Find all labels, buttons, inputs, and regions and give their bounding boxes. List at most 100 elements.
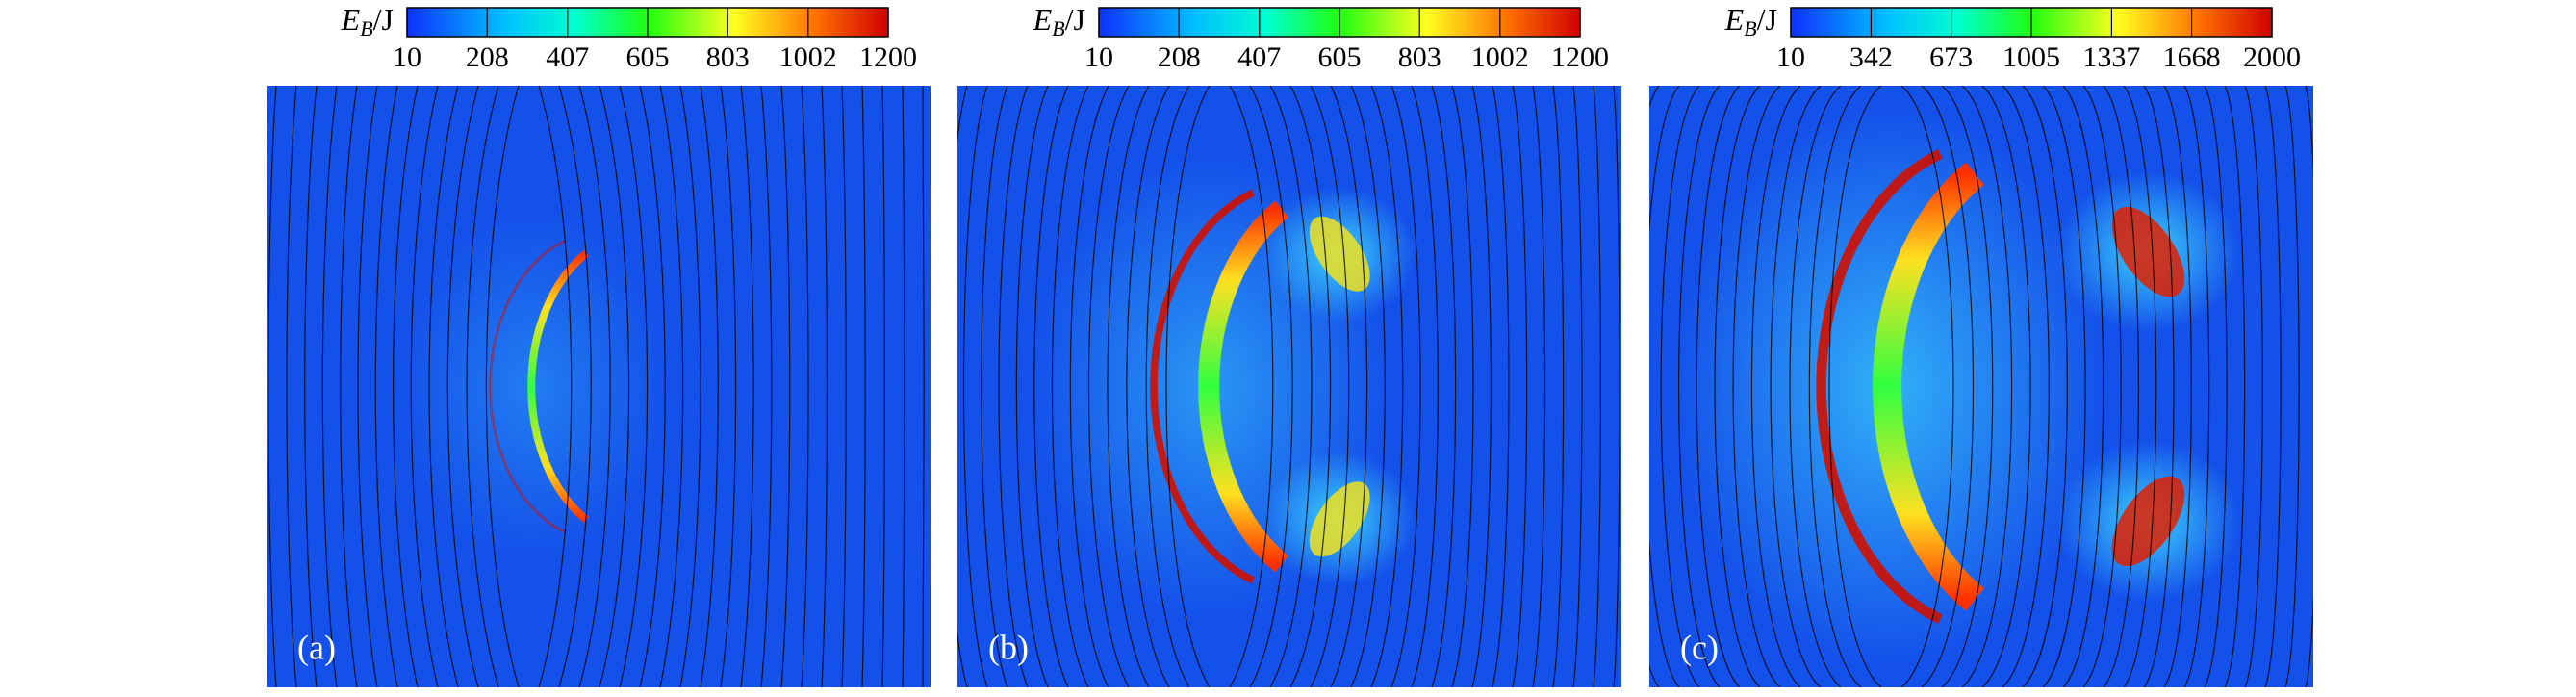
symbol: E xyxy=(1033,2,1053,37)
streamline xyxy=(1269,86,1313,687)
streamline xyxy=(679,86,701,687)
colorbar-tick-label: 407 xyxy=(546,41,589,73)
shock-core xyxy=(488,240,566,533)
colorbar-tick-label: 208 xyxy=(1158,41,1201,73)
colorbar-tick-label: 10 xyxy=(393,41,421,73)
streamline xyxy=(2022,86,2068,687)
streamline xyxy=(1126,86,1170,687)
streamline xyxy=(740,86,754,687)
colorbar-tick-label: 407 xyxy=(1237,41,1281,73)
streamline xyxy=(2163,86,2192,687)
streamline xyxy=(410,86,439,687)
symbol: E xyxy=(341,2,361,37)
colorbar-tick-label: 10 xyxy=(1776,41,1805,73)
streamline xyxy=(1660,86,1700,687)
streamline xyxy=(1961,86,2013,687)
shock-front xyxy=(527,250,589,523)
streamline xyxy=(2123,86,2157,687)
panel: EB/J10 208 407 605 803 1002 1200(b) xyxy=(957,2,1621,687)
streamline xyxy=(1789,86,1842,687)
streamline xyxy=(2305,86,2313,687)
streamline xyxy=(578,86,611,687)
streamline xyxy=(286,86,297,687)
streamline xyxy=(428,86,459,687)
streamline xyxy=(466,86,499,687)
streamline xyxy=(780,86,791,687)
panel: EB/J10 342 673 1005 1337 1668 2000(c) xyxy=(1649,2,2313,687)
streamline xyxy=(1613,86,1620,687)
shock-core xyxy=(1150,189,1255,584)
streamline xyxy=(1249,86,1293,687)
streamline xyxy=(2103,86,2140,687)
streamline xyxy=(1069,86,1109,687)
streamline xyxy=(801,86,809,687)
streamline xyxy=(2284,86,2300,687)
streamline xyxy=(2082,86,2122,687)
colorbar-title: EB/J xyxy=(341,2,394,40)
streamline xyxy=(760,86,773,687)
streamline xyxy=(922,86,925,687)
streamline xyxy=(1330,86,1368,687)
streamline xyxy=(1229,86,1274,687)
streamline xyxy=(619,86,649,687)
streamline xyxy=(2062,86,2104,687)
streamline xyxy=(1828,86,1882,687)
streamline xyxy=(902,86,905,687)
shock-front xyxy=(1198,200,1289,573)
streamline xyxy=(2042,86,2086,687)
streamline xyxy=(1350,86,1386,687)
streamline xyxy=(2264,86,2282,687)
shock-front xyxy=(1873,162,1984,611)
colorbar-tick-label: 1668 xyxy=(2163,41,2221,73)
colorbar-tick-label: 605 xyxy=(1318,41,1362,73)
streamline xyxy=(1921,86,1975,687)
streamline xyxy=(881,86,885,687)
streamline xyxy=(558,86,592,687)
lobe xyxy=(1309,481,1370,557)
lobe xyxy=(2111,476,2185,567)
panel: EB/J10 208 407 605 803 1002 1200(a) xyxy=(267,2,931,687)
streamline xyxy=(2224,86,2246,687)
colorbar-tick-label: 1200 xyxy=(859,41,917,73)
streamline xyxy=(720,86,737,687)
lobe xyxy=(2111,206,2185,297)
streamline xyxy=(1033,86,1069,687)
streamline xyxy=(700,86,719,687)
subscript: B xyxy=(1744,16,1756,40)
field xyxy=(957,86,1621,687)
streamline xyxy=(1750,86,1801,687)
colorbar-tick-label: 10 xyxy=(1084,41,1113,73)
streamline xyxy=(841,86,847,687)
lobe xyxy=(1309,216,1370,292)
streamline xyxy=(1015,86,1049,687)
streamline xyxy=(1145,86,1190,687)
streamline xyxy=(340,86,358,687)
streamline xyxy=(2143,86,2175,687)
shock-core xyxy=(1816,149,1943,624)
panel-label: (c) xyxy=(1680,628,1719,666)
streamline xyxy=(485,86,520,687)
colorbar-tick-label: 208 xyxy=(466,41,509,73)
streamline xyxy=(1310,86,1350,687)
suffix: /J xyxy=(1065,2,1085,37)
suffix: /J xyxy=(373,2,394,37)
colorbar-tick-label: 1005 xyxy=(2002,41,2060,73)
streamline xyxy=(1390,86,1421,687)
colorbar-tick-label: 1200 xyxy=(1551,41,1609,73)
streamline xyxy=(1696,86,1741,687)
streamline xyxy=(357,86,378,687)
streamline xyxy=(1770,86,1822,687)
streamline xyxy=(861,86,866,687)
streamline xyxy=(1732,86,1781,687)
streamline xyxy=(1649,86,1680,687)
streamline xyxy=(1471,86,1492,687)
colorbar-tick-label: 605 xyxy=(626,41,670,73)
colorbar-tick-label: 2000 xyxy=(2243,41,2301,73)
colorbar-tick-label: 1337 xyxy=(2082,41,2140,73)
streamline xyxy=(393,86,419,687)
field xyxy=(267,86,931,687)
streamline xyxy=(1087,86,1130,687)
streamline xyxy=(1512,86,1528,687)
colorbar-tick-label: 803 xyxy=(1398,41,1441,73)
